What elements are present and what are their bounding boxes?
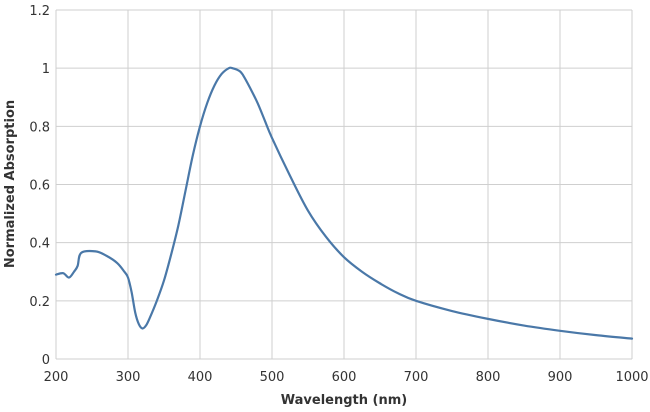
y-tick-label: 0 (42, 353, 50, 368)
x-tick-label: 500 (260, 370, 285, 385)
x-tick-labels: 200 300 400 500 600 700 800 900 1000 (44, 370, 649, 385)
y-tick-label: 0.2 (29, 295, 50, 310)
x-tick-label: 200 (44, 370, 69, 385)
y-tick-label: 0.6 (29, 179, 50, 194)
y-tick-label: 1.2 (29, 4, 50, 19)
x-tick-label: 800 (476, 370, 501, 385)
y-tick-labels: 0 0.2 0.4 0.6 0.8 1 1.2 (29, 4, 50, 368)
grid (55, 9, 633, 360)
y-tick-label: 1 (42, 62, 50, 77)
series-layer (54, 66, 634, 340)
x-tick-label: 400 (188, 370, 213, 385)
x-axis-label: Wavelength (nm) (281, 393, 407, 408)
x-tick-label: 600 (332, 370, 357, 385)
x-tick-label: 1000 (615, 370, 648, 385)
x-tick-label: 900 (548, 370, 573, 385)
y-axis-label: Normalized Absorption (3, 100, 18, 268)
y-tick-label: 0.8 (29, 120, 50, 135)
series-line-0 (54, 66, 634, 340)
x-tick-label: 300 (116, 370, 141, 385)
y-tick-label: 0.4 (29, 237, 50, 252)
x-tick-label: 700 (404, 370, 429, 385)
